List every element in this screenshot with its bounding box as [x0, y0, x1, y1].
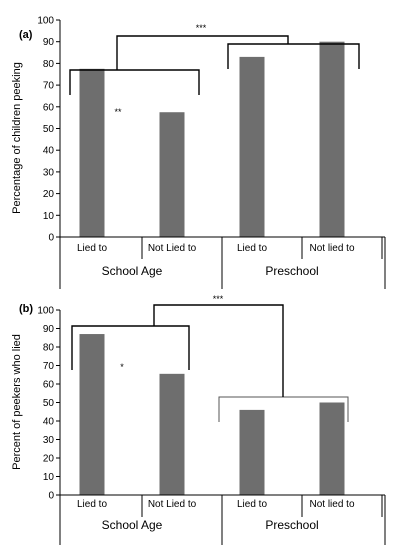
y-tick-label: 60: [43, 102, 55, 113]
panel-b: (b) Percent of peekers who lied 0 10 20 30 4…: [11, 294, 386, 545]
group-labels-a: School Age Preschool: [102, 264, 319, 278]
y-tick-label: 70: [43, 81, 55, 92]
group-label: Preschool: [265, 264, 318, 278]
y-tick-label: 40: [43, 417, 55, 428]
y-tick-label: 30: [43, 167, 55, 178]
y-ticks-b: 0 10 20 30 40 50 60 70 80 90 100: [37, 306, 60, 502]
bar: [159, 112, 185, 237]
y-ticks-a: 0 10 20 30 40 50 60 70 80 90 100: [37, 16, 60, 244]
y-tick-label: 20: [43, 454, 55, 465]
group-bracket: [69, 69, 200, 95]
bar: [79, 334, 105, 495]
y-tick-label: 80: [43, 59, 55, 70]
y-tick-label: 90: [43, 324, 55, 335]
within-group-significance: *: [120, 362, 124, 372]
category-label: Not lied to: [309, 499, 354, 510]
bar: [239, 56, 265, 237]
y-tick-label: 60: [43, 380, 55, 391]
category-labels-a: Lied to Not Lied to Lied to Not lied to: [77, 243, 355, 254]
y-tick-label: 0: [48, 233, 54, 244]
y-tick-label: 40: [43, 146, 55, 157]
between-group-significance: ***: [213, 294, 224, 304]
bar: [239, 409, 265, 495]
between-group-significance: ***: [196, 23, 207, 33]
category-labels-b: Lied to Not Lied to Lied to Not lied to: [77, 499, 355, 510]
bars-b: [79, 334, 345, 495]
axes-b: [59, 310, 386, 545]
panel-label-b: (b): [19, 303, 33, 315]
y-tick-label: 90: [43, 37, 55, 48]
y-tick-label: 100: [37, 16, 54, 27]
group-bracket: [71, 325, 190, 370]
bars-a: [79, 41, 345, 238]
category-label: Lied to: [77, 499, 107, 510]
y-tick-label: 0: [48, 491, 54, 502]
y-tick-label: 80: [43, 343, 55, 354]
group-label: School Age: [102, 518, 163, 532]
y-axis-label-b: Percent of peekers who lied: [11, 334, 23, 470]
category-label: Not lied to: [309, 243, 354, 254]
category-label: Lied to: [237, 243, 267, 254]
y-tick-label: 20: [43, 189, 55, 200]
category-label: Lied to: [237, 499, 267, 510]
within-group-significance: **: [114, 107, 122, 117]
y-tick-label: 50: [43, 398, 55, 409]
y-tick-label: 70: [43, 361, 55, 372]
between-group-bracket: [116, 35, 289, 70]
y-tick-label: 10: [43, 472, 55, 483]
bar: [159, 373, 185, 495]
group-label: Preschool: [265, 518, 318, 532]
y-tick-label: 10: [43, 211, 55, 222]
bar: [79, 68, 105, 237]
panel-a: (a) Percentage of children peeking 0 10 20…: [11, 16, 386, 289]
y-axis-label-a: Percentage of children peeking: [11, 62, 23, 214]
significance-brackets-b: ****: [71, 294, 349, 422]
group-labels-b: School Age Preschool: [102, 518, 319, 532]
group-label: School Age: [102, 264, 163, 278]
between-group-bracket: [153, 304, 284, 397]
y-tick-label: 50: [43, 124, 55, 135]
category-label: Not Lied to: [148, 499, 197, 510]
category-label: Not Lied to: [148, 243, 197, 254]
panel-label-a: (a): [19, 29, 33, 41]
axes-a: [59, 20, 386, 289]
bar: [319, 41, 345, 238]
category-label: Lied to: [77, 243, 107, 254]
y-tick-label: 30: [43, 435, 55, 446]
significance-brackets-a: *****: [69, 23, 360, 117]
bar: [319, 402, 345, 495]
group-bracket: [227, 43, 360, 69]
y-tick-label: 100: [37, 306, 54, 317]
